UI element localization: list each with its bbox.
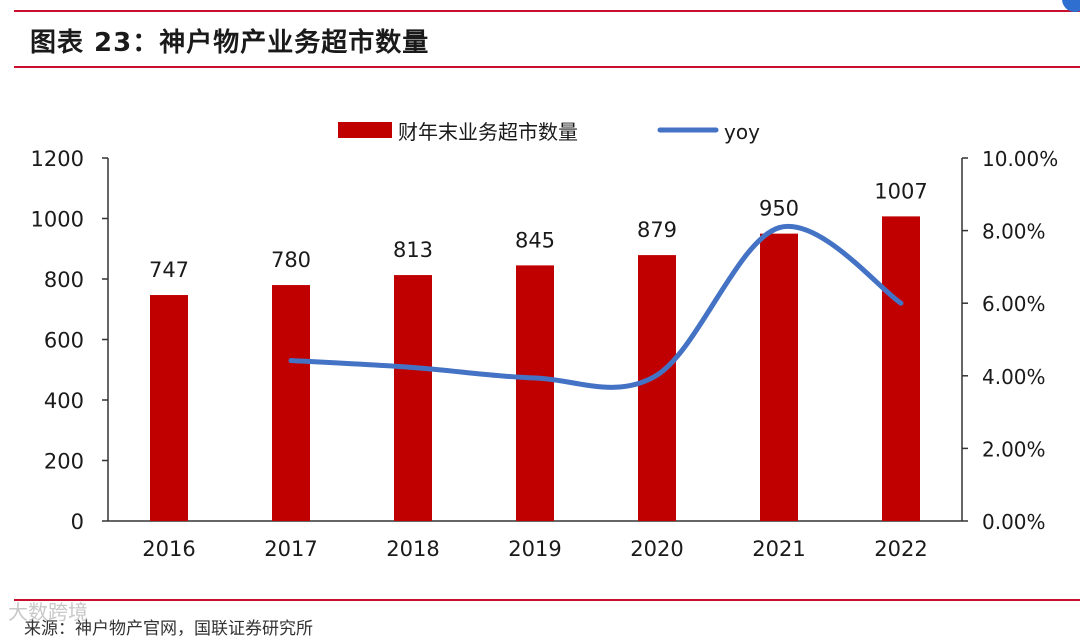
data-label-2020: 879	[637, 218, 677, 242]
x-tick-label: 2018	[386, 537, 439, 561]
yoy-line-path	[291, 226, 901, 387]
right-y-tick-label: 2.00%	[982, 437, 1046, 461]
left-y-tick-label: 1000	[31, 208, 84, 232]
yoy-line-series	[291, 226, 901, 387]
legend-line-label: yoy	[724, 120, 760, 144]
x-tick-label: 2016	[142, 537, 195, 561]
x-tick-label: 2022	[874, 537, 927, 561]
data-label-2018: 813	[393, 238, 433, 262]
legend-bar-swatch	[338, 122, 392, 138]
left-y-tick-label: 600	[44, 329, 84, 353]
x-tick-label: 2020	[630, 537, 683, 561]
source-note: 来源：神户物产官网，国联证券研究所	[24, 614, 313, 639]
data-label-2022: 1007	[874, 179, 927, 203]
bar-2018	[394, 275, 432, 521]
bar-2022	[882, 216, 920, 521]
left-y-tick-label: 1200	[31, 147, 84, 171]
left-y-tick-label: 200	[44, 450, 84, 474]
chart: 财年末业务超市数量 yoy 0 200 400 600 800 1000 1200 0.00% 2…	[0, 0, 1080, 600]
x-tick-label: 2019	[508, 537, 561, 561]
left-y-tick-label: 0	[71, 510, 84, 534]
left-y-tick-label: 800	[44, 268, 84, 292]
right-y-tick-label: 6.00%	[982, 292, 1046, 316]
bar-2019	[516, 265, 554, 521]
right-y-tick-label: 0.00%	[982, 510, 1046, 534]
right-y-tick-label: 10.00%	[982, 147, 1058, 171]
x-tick-label: 2021	[752, 537, 805, 561]
left-y-tick-label: 400	[44, 389, 84, 413]
data-label-2019: 845	[515, 228, 555, 252]
right-y-tick-label: 4.00%	[982, 365, 1046, 389]
bottom-rule	[14, 599, 1080, 601]
bar-series	[150, 216, 920, 521]
x-tick-label: 2017	[264, 537, 317, 561]
data-label-2021: 950	[759, 197, 799, 221]
data-label-2016: 747	[149, 258, 189, 282]
bar-2020	[638, 255, 676, 521]
legend: 财年末业务超市数量 yoy	[338, 120, 760, 144]
bar-2017	[272, 285, 310, 521]
data-label-2017: 780	[271, 248, 311, 272]
right-y-tick-label: 8.00%	[982, 220, 1046, 244]
bar-2016	[150, 295, 188, 521]
legend-bar-label: 财年末业务超市数量	[398, 120, 578, 144]
bar-2021	[760, 234, 798, 521]
